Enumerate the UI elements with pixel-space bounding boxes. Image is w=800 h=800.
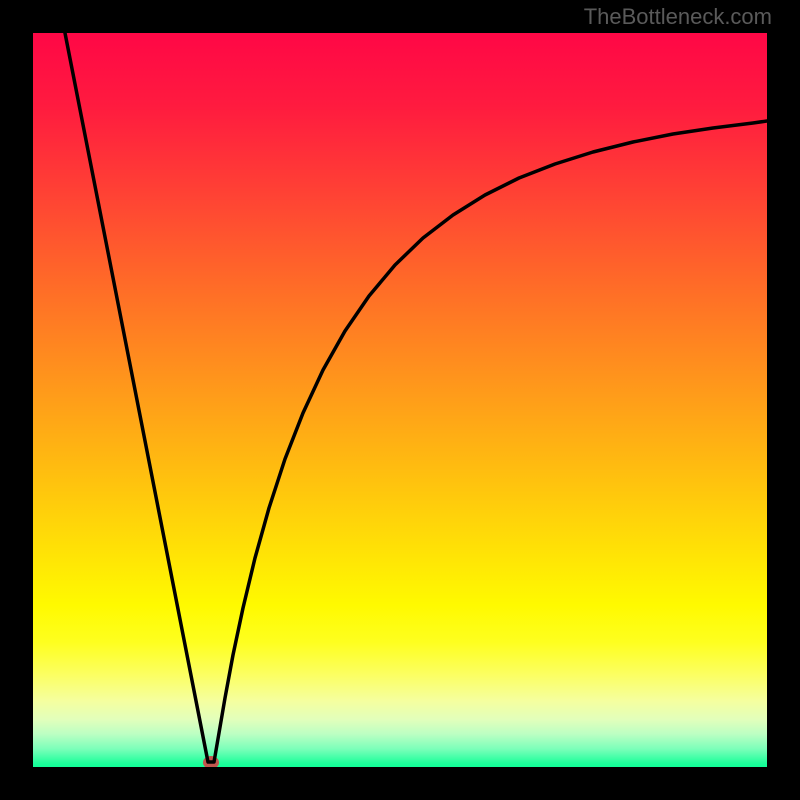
chart-frame: TheBottleneck.com — [0, 0, 800, 800]
watermark-text: TheBottleneck.com — [584, 4, 772, 30]
plot-area — [33, 33, 767, 767]
bottleneck-curve — [65, 33, 767, 762]
curve-layer — [33, 33, 767, 767]
